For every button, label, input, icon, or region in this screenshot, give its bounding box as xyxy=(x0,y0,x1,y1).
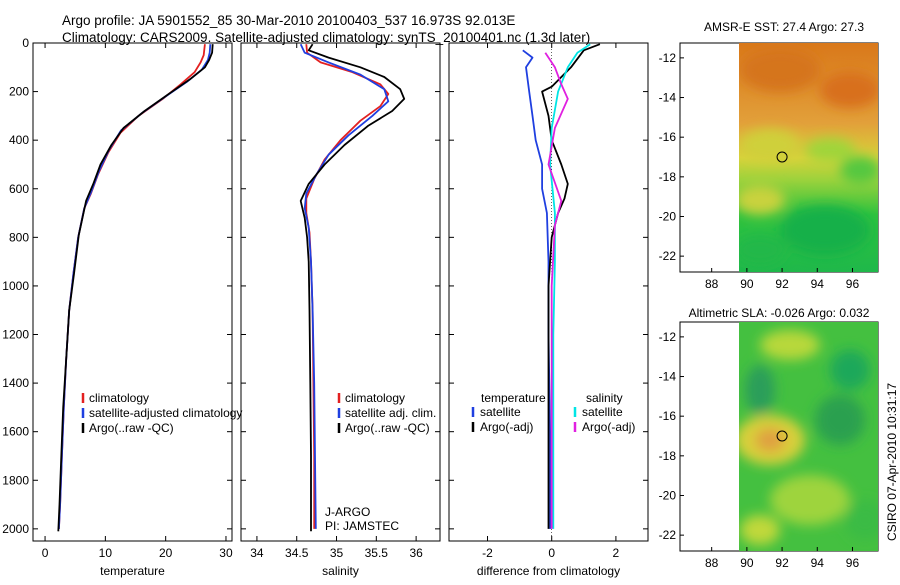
sla-map-axes: 88 90 92 94 96 -12 -14 -16 -18 -20 -22 xyxy=(659,330,860,570)
temperature-panel: 0 10 20 30 0 200 400 600 800 1000 1200 1400 1600 1800… xyxy=(2,36,242,578)
difference-series-salinity-satellite xyxy=(549,43,591,529)
float-annotation: PI: JAMSTEC xyxy=(325,519,399,533)
sla-map-lon-label: 94 xyxy=(811,556,825,570)
sla-field xyxy=(739,322,878,551)
difference-x-tick-label: 0 xyxy=(548,546,555,560)
salinity-x-tick-label: 35.5 xyxy=(365,546,389,560)
difference-x-label: difference from climatology xyxy=(477,564,620,578)
salinity-series-satellite xyxy=(299,43,390,529)
sla-map-title: Altimetric SLA: -0.026 Argo: 0.032 xyxy=(689,306,870,320)
sst-map-lat-label: -22 xyxy=(659,249,677,263)
sla-map-lat-label: -12 xyxy=(659,330,677,344)
sla-map-lat-label: -16 xyxy=(659,409,677,423)
depth-tick-label: 1000 xyxy=(2,279,29,293)
difference-legend-title-salinity: salinity xyxy=(586,391,623,405)
depth-tick-label: 2000 xyxy=(2,522,29,536)
sla-map-lat-label: -20 xyxy=(659,488,677,502)
difference-series-salinity-argo xyxy=(544,52,569,529)
difference-legend-label: Argo(-adj) xyxy=(480,420,533,434)
difference-legend-label: satellite xyxy=(480,405,521,419)
float-annotation: J-ARGO xyxy=(325,505,370,519)
difference-plot-frame xyxy=(448,42,649,542)
sla-map-lat-label: -18 xyxy=(659,449,677,463)
depth-tick-label: 0 xyxy=(22,36,29,50)
depth-tick-label: 1600 xyxy=(2,425,29,439)
salinity-x-tick-label: 34 xyxy=(250,546,264,560)
difference-series-temperature-satellite xyxy=(522,49,551,529)
sst-map-lon-label: 88 xyxy=(705,277,719,291)
sla-map-lon-label: 90 xyxy=(740,556,754,570)
sst-map-lat-label: -16 xyxy=(659,130,677,144)
sst-map-lon-label: 94 xyxy=(811,277,825,291)
salinity-legend-label: Argo(..raw -QC) xyxy=(345,421,430,435)
temperature-x-tick-label: 20 xyxy=(159,546,173,560)
salinity-series-climatology xyxy=(305,44,390,529)
salinity-x-tick-label: 35 xyxy=(330,546,344,560)
sst-map-lat-label: -12 xyxy=(659,51,677,65)
header-line-1: Argo profile: JA 5901552_85 30-Mar-2010 … xyxy=(62,13,515,28)
difference-panel: -2 0 2 difference from climatology temperatu… xyxy=(448,42,649,578)
salinity-series-argo xyxy=(299,43,406,532)
sst-map-panel: AMSR-E SST: 27.4 Argo: 27.3 88 90 92 94 96 -1… xyxy=(659,20,879,291)
salinity-x-tick-label: 34.5 xyxy=(285,546,309,560)
sla-map-lat-label: -14 xyxy=(659,370,677,384)
temperature-x-tick-label: 0 xyxy=(42,546,49,560)
sst-map-lat-label: -18 xyxy=(659,170,677,184)
temperature-legend-label: climatology xyxy=(89,391,149,405)
sst-map-lon-label: 96 xyxy=(846,277,860,291)
sst-map-lon-label: 90 xyxy=(740,277,754,291)
temperature-x-tick-label: 30 xyxy=(219,546,233,560)
difference-series-temperature-argo xyxy=(541,43,601,529)
depth-tick-label: 600 xyxy=(9,182,29,196)
temperature-legend-label: Argo(..raw -QC) xyxy=(89,421,174,435)
sst-field xyxy=(739,43,878,272)
depth-tick-label: 400 xyxy=(9,133,29,147)
sla-map-lon-label: 96 xyxy=(846,556,860,570)
sla-map-lon-label: 92 xyxy=(775,556,789,570)
depth-tick-label: 1400 xyxy=(2,376,29,390)
depth-tick-label: 800 xyxy=(9,230,29,244)
sst-map-lat-label: -14 xyxy=(659,91,677,105)
depth-tick-label: 1800 xyxy=(2,473,29,487)
temperature-series-argo xyxy=(57,44,214,532)
sst-map-axes: 88 90 92 94 96 -12 -14 -16 -18 -20 -22 xyxy=(659,51,860,291)
header-line-2: Climatology: CARS2009. Satellite-adjuste… xyxy=(62,30,590,45)
sla-map-lon-label: 88 xyxy=(705,556,719,570)
sla-argo-location-marker xyxy=(776,430,788,442)
salinity-panel: 34 34.5 35 35.5 36 salinity climatologysatelli… xyxy=(240,42,441,578)
difference-legend-title-temperature: temperature xyxy=(481,391,546,405)
sst-map-lat-label: -20 xyxy=(659,209,677,223)
temperature-series-climatology xyxy=(58,44,206,529)
temperature-series-satellite xyxy=(58,44,212,529)
depth-tick-label: 200 xyxy=(9,85,29,99)
difference-x-tick-label: 2 xyxy=(613,546,620,560)
temperature-legend-label: satellite-adjusted climatology xyxy=(89,406,242,420)
difference-x-tick-label: -2 xyxy=(482,546,493,560)
sst-map-lon-label: 92 xyxy=(775,277,789,291)
salinity-plot-frame xyxy=(240,42,441,542)
sst-map-title: AMSR-E SST: 27.4 Argo: 27.3 xyxy=(704,20,864,34)
difference-legend-label: satellite xyxy=(582,405,623,419)
difference-legend-label: Argo(-adj) xyxy=(582,420,635,434)
sst-argo-location-marker xyxy=(776,151,788,163)
temperature-plot-frame xyxy=(32,42,233,542)
sla-map-lat-label: -22 xyxy=(659,528,677,542)
sla-map-panel: Altimetric SLA: -0.026 Argo: 0.032 88 90 9… xyxy=(659,306,879,570)
csiro-timestamp-label: CSIRO 07-Apr-2010 10:31:17 xyxy=(885,383,899,541)
temperature-x-tick-label: 10 xyxy=(99,546,113,560)
salinity-x-tick-label: 36 xyxy=(409,546,423,560)
salinity-legend-label: satellite adj. clim. xyxy=(345,406,436,420)
salinity-x-label: salinity xyxy=(322,564,359,578)
salinity-legend-label: climatology xyxy=(345,391,405,405)
depth-tick-label: 1200 xyxy=(2,328,29,342)
temperature-x-label: temperature xyxy=(100,564,165,578)
